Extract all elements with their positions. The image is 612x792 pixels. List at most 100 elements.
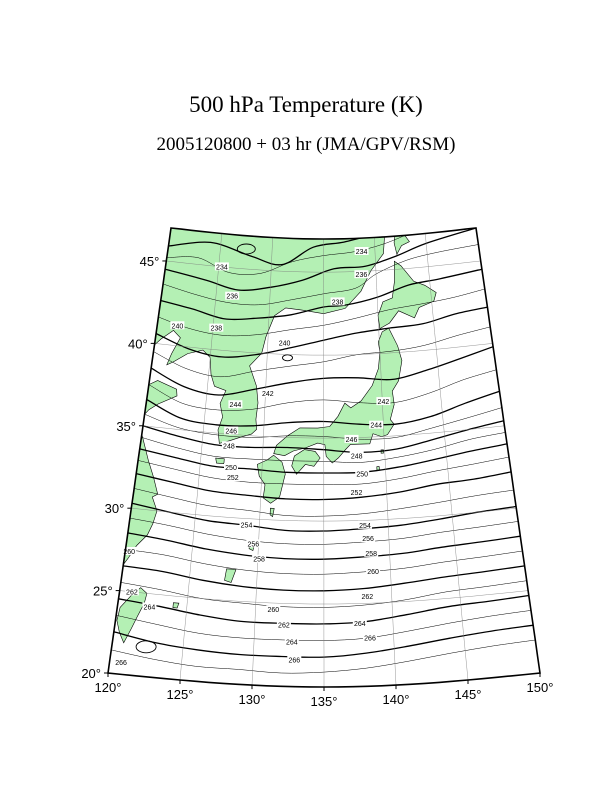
- contour-label: 236: [226, 294, 238, 301]
- contour-label-bg: [287, 655, 302, 664]
- contour-label: 266: [115, 660, 127, 667]
- lat-tick-label: 20°: [81, 666, 101, 681]
- land-polygon: [269, 507, 275, 518]
- contour-label-bg: [225, 291, 240, 300]
- contour-label-bg: [364, 548, 379, 557]
- contour-label-bg: [284, 637, 299, 646]
- lon-tick-label: 140°: [383, 692, 410, 707]
- land-polygon: [116, 587, 148, 644]
- contour-label: 258: [365, 551, 377, 558]
- meridian-line: [323, 239, 325, 687]
- lat-tick-label: 25°: [93, 584, 113, 599]
- contour-label: 258: [253, 557, 265, 564]
- contour-label: 242: [378, 399, 390, 406]
- contour-label-bg: [361, 534, 376, 542]
- land-polygon: [291, 449, 321, 475]
- contour-label-bg: [114, 658, 129, 667]
- contour-label-bg: [369, 420, 384, 429]
- contour-label-bg: [330, 297, 345, 306]
- land-polygon: [108, 380, 178, 687]
- contour-label: 256: [247, 541, 259, 548]
- contour-label: 262: [126, 589, 138, 596]
- land-polygon: [215, 457, 225, 465]
- contour-label-bg: [363, 633, 377, 642]
- contour-label: 264: [286, 639, 298, 646]
- isotherm-line: [150, 346, 494, 396]
- contour-label: 238: [332, 299, 344, 306]
- contour-label: 254: [359, 523, 371, 530]
- contour-label: 262: [278, 623, 290, 630]
- contour-label-bg: [366, 567, 381, 575]
- isotherm-cell: [236, 243, 256, 255]
- contour-label-bg: [170, 321, 185, 330]
- contour-label: 236: [356, 272, 368, 279]
- contour-label-bg: [122, 547, 137, 555]
- contour-label: 266: [288, 658, 300, 665]
- contour-label-bg: [124, 587, 139, 596]
- contour-label-bg: [266, 605, 281, 614]
- contour-label: 254: [241, 523, 253, 530]
- parallel-line: [119, 590, 529, 605]
- contour-label-bg: [142, 602, 157, 611]
- contour-label: 246: [225, 429, 237, 436]
- lon-tick-label: 150°: [527, 680, 554, 695]
- land-polygon: [172, 602, 180, 609]
- contour-label-bg: [349, 451, 364, 460]
- contour-label-bg: [355, 469, 370, 478]
- contour-label-bg: [214, 262, 229, 271]
- contour-label-bg: [349, 487, 364, 496]
- contour-label: 266: [364, 636, 376, 643]
- contour-label-bg: [252, 554, 267, 563]
- parallel-line: [142, 425, 505, 439]
- contour-label: 234: [356, 249, 368, 256]
- contour-label-bg: [209, 323, 224, 332]
- map-subtitle: 2005120800 + 03 hr (JMA/GPV/RSM): [156, 134, 456, 155]
- contour-label-bg: [344, 434, 359, 443]
- contour-label-bg: [354, 270, 369, 279]
- isotherm-line: [116, 610, 532, 641]
- contour-label: 238: [210, 326, 222, 333]
- contour-label-bg: [239, 520, 254, 529]
- contour-label-bg: [246, 539, 261, 548]
- land-polygon: [224, 568, 237, 583]
- lat-tick-label: 35°: [116, 419, 136, 434]
- meridian-line: [425, 233, 469, 681]
- land-polygon: [376, 466, 380, 471]
- isotherm-cell: [135, 640, 157, 654]
- contour-label: 252: [227, 475, 239, 482]
- contour-label: 262: [361, 594, 373, 601]
- isotherm-cell: [282, 354, 293, 362]
- contour-label-bg: [276, 620, 291, 629]
- isotherm-line: [113, 624, 534, 658]
- axis-tick-layer: 120° 125° 130° 135° 140° 145° 150° 20° 25° 30° 35°…: [81, 254, 553, 709]
- isotherm-line: [148, 369, 497, 411]
- isotherm-line: [168, 233, 375, 266]
- lon-tick-label: 120°: [95, 680, 122, 695]
- isotherm-line: [139, 443, 508, 474]
- lat-tick-label: 45°: [140, 254, 160, 269]
- contour-label-bg: [225, 473, 240, 482]
- contour-label: 256: [362, 536, 374, 543]
- land-polygon: [273, 327, 403, 464]
- contour-label-bg: [260, 389, 275, 397]
- lon-tick-label: 130°: [239, 692, 266, 707]
- lon-tick-label: 125°: [167, 687, 194, 702]
- meridian-line: [251, 237, 273, 686]
- contour-label-bg: [358, 520, 372, 529]
- parallel-line: [131, 508, 517, 522]
- contour-label: 260: [123, 549, 135, 556]
- map-title: 500 hPa Temperature (K): [189, 92, 423, 117]
- parallel-line: [154, 343, 493, 356]
- meridian-line: [374, 237, 397, 686]
- lon-tick-label: 145°: [455, 687, 482, 702]
- contour-label: 260: [267, 607, 279, 614]
- isotherm-line: [166, 230, 415, 275]
- contour-label: 252: [351, 490, 363, 497]
- contour-label-bg: [277, 338, 292, 347]
- contour-label: 264: [144, 605, 156, 612]
- lon-tick-label: 135°: [311, 694, 338, 709]
- contour-label: 244: [230, 402, 242, 409]
- contour-label-bg: [224, 426, 239, 435]
- contour-label: 234: [216, 264, 228, 271]
